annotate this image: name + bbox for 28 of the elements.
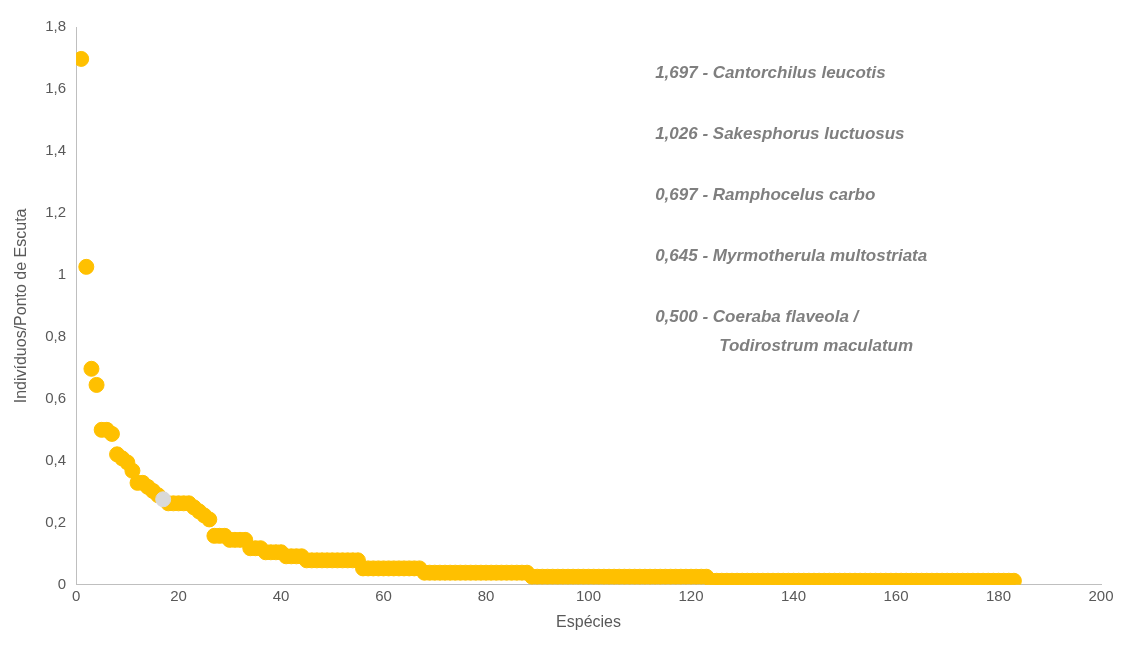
x-tick-label: 140 [781, 586, 807, 604]
x-tick-label: 20 [170, 586, 187, 604]
y-tick-label: 1,2 [45, 203, 67, 221]
y-tick-label: 0,2 [45, 512, 67, 530]
x-tick-label: 40 [272, 586, 290, 604]
y-tick-label: 0 [57, 574, 67, 592]
y-axis-title: Indivíduos/Ponto de Escuta [12, 208, 30, 404]
annotation: 0,645 - Myrmotherula multostriata [655, 245, 928, 265]
annotation: 0,500 - Coeraba flaveola / Todirostrum maculatum [655, 306, 914, 355]
x-tick-label: 180 [985, 586, 1012, 604]
annotation: 0,697 - Ramphocelus carbo [655, 184, 876, 204]
x-tick-label: 200 [1088, 586, 1114, 604]
annotation: 1,026 - Sakesphorus luctuosus [655, 123, 905, 143]
y-tick-label: 1,8 [45, 17, 67, 35]
y-tick-label: 1,6 [45, 79, 67, 97]
x-tick-label: 120 [678, 586, 704, 604]
y-tick-label: 1,4 [45, 141, 67, 159]
x-tick-label: 0 [71, 586, 81, 604]
y-tick-label: 0,8 [45, 327, 67, 345]
y-tick-label: 1 [57, 265, 67, 283]
y-tick-label: 0,6 [45, 389, 67, 407]
x-axis-title: Espécies [556, 612, 621, 630]
y-tick-label: 0,4 [45, 450, 67, 468]
x-tick-label: 80 [477, 586, 495, 604]
annotation: 1,697 - Cantorchilus leucotis [655, 62, 886, 82]
x-tick-label: 60 [375, 586, 392, 604]
x-tick-label: 160 [883, 586, 909, 604]
x-tick-label: 100 [576, 586, 602, 604]
